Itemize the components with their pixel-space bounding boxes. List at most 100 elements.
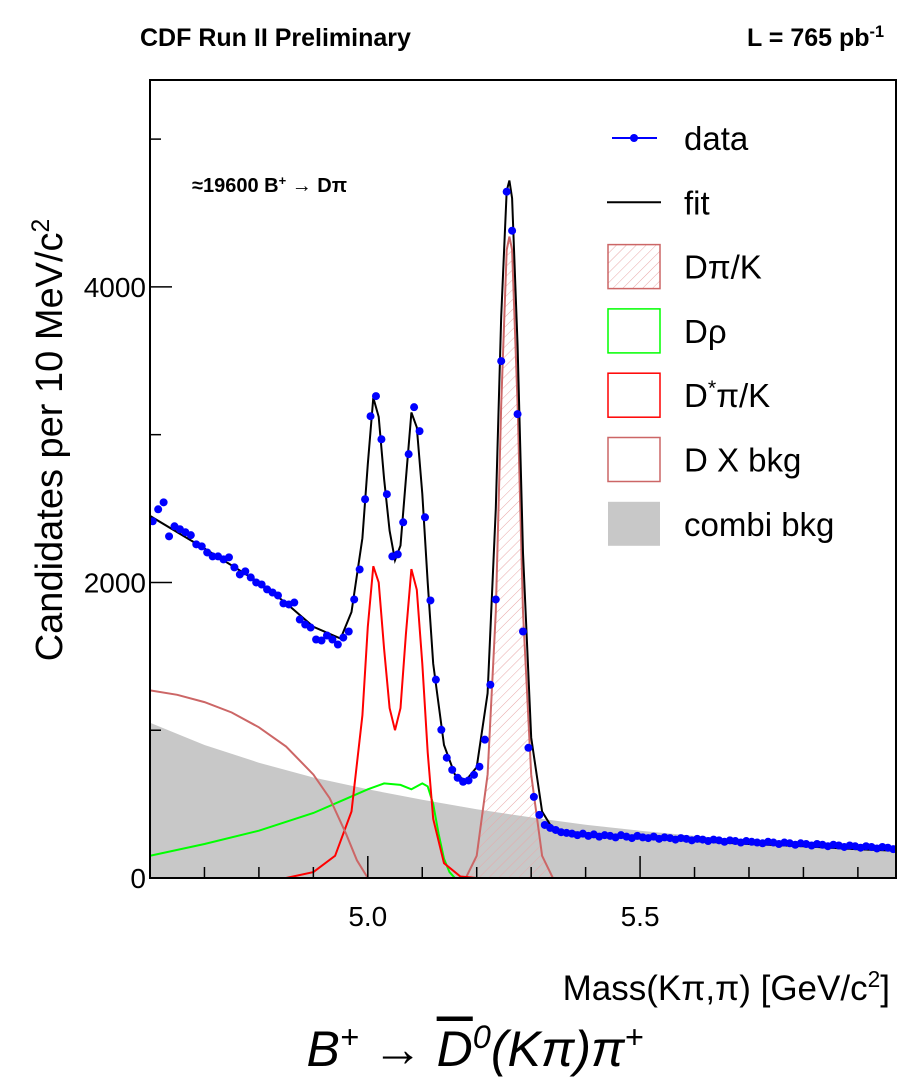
- data-point: [317, 636, 326, 645]
- y-tick-label: 2000: [84, 567, 146, 598]
- legend-label: data: [684, 120, 749, 157]
- text-part: B: [307, 1021, 340, 1077]
- legend-swatch: [607, 436, 661, 483]
- legend-label-part: π/K: [716, 377, 770, 414]
- legend-label: D X bkg: [684, 442, 801, 479]
- data-point: [350, 595, 359, 604]
- data-point: [437, 725, 446, 734]
- data-point: [186, 531, 195, 540]
- data-point: [165, 532, 174, 541]
- data-point: [480, 735, 489, 744]
- data-point: [529, 792, 538, 801]
- legend-label-part: D: [684, 377, 708, 414]
- data-point: [241, 567, 250, 576]
- legend: data fit Dπ/K Dρ D*π/K D X bkg combi bkg: [607, 120, 834, 546]
- data-point: [339, 633, 348, 642]
- y-tick-label: 4000: [84, 272, 146, 303]
- data-point: [508, 226, 517, 235]
- data-point: [524, 743, 533, 752]
- data-point: [306, 623, 315, 632]
- legend-swatch: [607, 372, 661, 418]
- data-point: [469, 770, 478, 779]
- data-point: [448, 765, 457, 774]
- data-point: [382, 490, 391, 499]
- text-part: 2: [28, 219, 55, 233]
- data-point: [150, 517, 157, 526]
- y-axis-label: Candidates per 10 MeV/c2: [28, 219, 72, 662]
- y-tick-label: 0: [130, 863, 146, 894]
- data-point: [464, 776, 473, 785]
- data-point: [246, 573, 255, 582]
- data-point: [257, 580, 266, 589]
- data-point: [366, 412, 375, 421]
- text-part: Mass(Kπ,π) [GeV/c: [563, 969, 868, 1008]
- data-point: [431, 675, 440, 684]
- data-point: [361, 495, 370, 504]
- data-point: [486, 680, 495, 689]
- data-point: [333, 640, 342, 649]
- chart-title: CDF Run II Preliminary: [140, 24, 411, 52]
- data-point: [519, 627, 527, 636]
- frame: [149, 79, 897, 879]
- data-point: [442, 753, 451, 762]
- text-part: +: [340, 1019, 359, 1055]
- legend-label: fit: [684, 184, 710, 221]
- data-point: [502, 187, 511, 196]
- x-tick-label: 5.0: [348, 901, 387, 932]
- data-point: [230, 563, 239, 572]
- text-part: 2: [868, 966, 881, 992]
- data-point: [159, 498, 168, 507]
- formula: B+ → D0(Kπ)π+: [307, 1019, 644, 1077]
- data-point: [355, 565, 364, 574]
- data-point: [290, 598, 299, 607]
- plot-area: [150, 180, 896, 878]
- text-part: -1: [870, 23, 884, 41]
- data-point: [889, 845, 896, 854]
- curve: [150, 782, 896, 878]
- data-point: [344, 627, 353, 636]
- x-tick-label: 5.5: [621, 901, 660, 932]
- curve: [150, 565, 896, 878]
- text-part: 0: [473, 1019, 491, 1055]
- legend-label: Dρ: [684, 313, 727, 350]
- text-part: ≈19600 B: [192, 175, 279, 197]
- data-point: [371, 392, 380, 401]
- text-part: L = 765 pb: [747, 24, 870, 52]
- data-point: [475, 762, 484, 771]
- data-point: [420, 513, 429, 522]
- chart-subtitle: L = 765 pb-1: [747, 23, 884, 52]
- legend-swatch: [607, 308, 661, 354]
- text-part: CDF Run II Preliminary: [140, 24, 411, 52]
- annotation: ≈19600 B+ → Dπ: [192, 173, 347, 198]
- legend-swatch: [607, 243, 661, 290]
- data-point: [197, 542, 206, 551]
- data-point: [404, 450, 413, 459]
- x-axis-label: Mass(Kπ,π) [GeV/c2]: [563, 966, 890, 1008]
- legend-label-part: *: [708, 376, 716, 400]
- data-point: [497, 357, 506, 366]
- data-point: [535, 810, 544, 819]
- data-point: [295, 615, 304, 624]
- data-point: [426, 596, 435, 605]
- data-point: [393, 550, 402, 559]
- legend-marker: [630, 134, 638, 142]
- data-point: [415, 427, 424, 436]
- text-part: →: [359, 1021, 437, 1077]
- data-point: [491, 595, 500, 604]
- data-point: [273, 591, 282, 600]
- text-part: ]: [880, 969, 890, 1008]
- text-part: (Kπ)π: [491, 1021, 626, 1077]
- legend-label: D*π/K: [684, 376, 770, 414]
- curve: [150, 689, 896, 878]
- data-point: [154, 505, 163, 514]
- data-point: [410, 403, 419, 412]
- data-point: [513, 410, 522, 419]
- text-part: Candidates per 10 MeV/c: [29, 232, 71, 661]
- legend-label: combi bkg: [684, 506, 834, 543]
- text-part: +: [279, 173, 287, 188]
- legend-label: Dπ/K: [684, 249, 762, 286]
- data-point: [377, 435, 386, 444]
- hatched-area: [464, 236, 555, 878]
